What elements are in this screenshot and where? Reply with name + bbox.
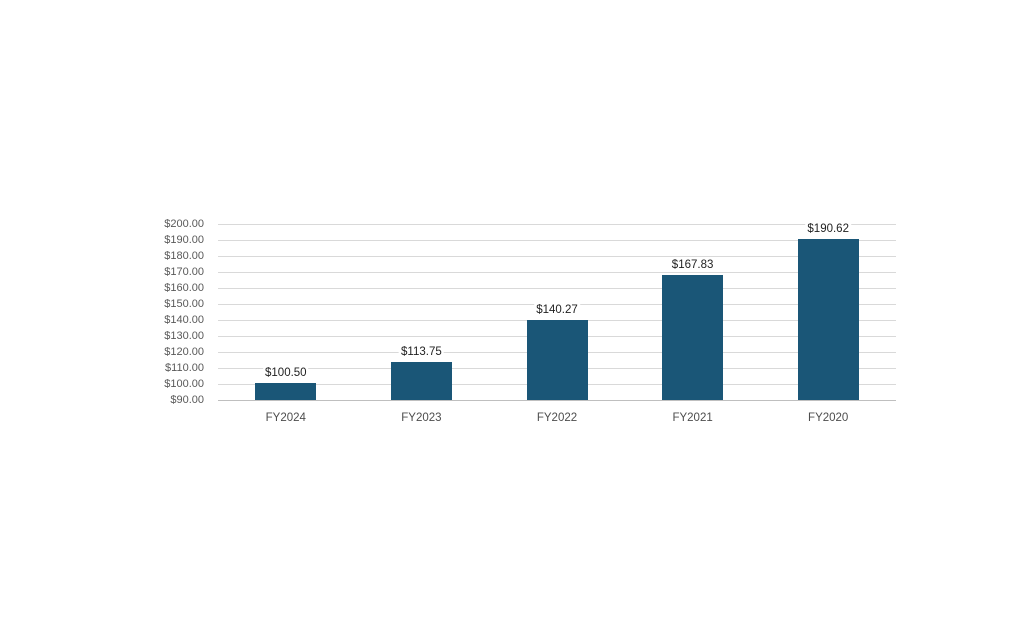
gridline (218, 223, 896, 225)
data-label-FY2020: $190.62 (805, 222, 851, 237)
data-label-FY2023: $113.75 (399, 345, 444, 359)
x-axis-category-label: FY2022 (536, 412, 578, 424)
y-axis-tick-label: $190.00 (164, 233, 204, 246)
data-label-FY2022: $140.27 (534, 302, 580, 317)
y-axis-tick-label: $140.00 (164, 313, 204, 326)
bar-FY2022 (526, 319, 588, 400)
gridline (218, 239, 896, 241)
y-axis: $200.00 $190.00 $180.00 $170.00 $160.00 $150.… (0, 0, 204, 640)
gridline (218, 271, 896, 273)
x-axis-category-label: FY2020 (808, 412, 849, 424)
gridline (218, 255, 896, 257)
bar-FY2020 (797, 239, 859, 400)
y-axis-tick-label: $130.00 (164, 329, 204, 342)
plot-area: $100.50 FY2024 $113.75 FY2023 $140.27 FY2022 $… (218, 222, 896, 424)
gridline (218, 287, 896, 289)
y-axis-tick-label: $90.00 (170, 393, 204, 406)
x-axis-category-label: FY2021 (672, 412, 713, 424)
data-label-FY2021: $167.83 (669, 258, 716, 273)
x-axis-category-label: FY2024 (265, 412, 306, 424)
y-axis-tick-label: $100.00 (164, 377, 204, 390)
y-axis-tick-label: $180.00 (164, 249, 204, 262)
bar-FY2024 (255, 383, 317, 400)
bar-FY2021 (662, 275, 724, 400)
x-axis-line (218, 400, 896, 401)
data-label-FY2024: $100.50 (263, 366, 309, 381)
bar-FY2023 (390, 362, 452, 400)
y-axis-tick-label: $160.00 (164, 281, 204, 294)
y-axis-tick-label: $200.00 (164, 217, 204, 230)
y-axis-tick-label: $170.00 (164, 265, 204, 278)
y-axis-tick-label: $120.00 (164, 345, 204, 358)
y-axis-tick-label: $110.00 (165, 361, 204, 374)
x-axis-category-label: FY2023 (401, 412, 442, 424)
y-axis-tick-label: $150.00 (164, 297, 204, 310)
